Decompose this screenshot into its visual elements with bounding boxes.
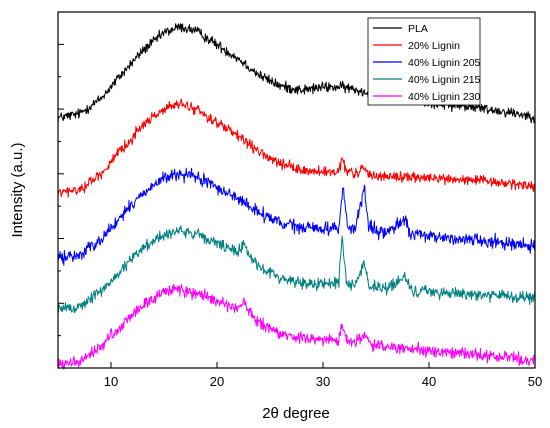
- legend-label: 40% Lignin 205: [408, 57, 481, 69]
- legend-label: 40% Lignin 215: [408, 74, 481, 86]
- legend-label: PLA: [408, 23, 428, 35]
- series-line: [57, 283, 536, 370]
- x-tick-label: 20: [210, 374, 224, 389]
- x-axis-label: 2θ degree: [262, 405, 330, 422]
- x-tick-label: 30: [316, 374, 330, 389]
- x-tick-label: 40: [422, 374, 436, 389]
- x-tick-label: 50: [528, 374, 542, 389]
- legend-label: 20% Lignin: [408, 40, 460, 52]
- x-tick-label: 10: [104, 374, 118, 389]
- plot-frame: [57, 11, 536, 369]
- axes: 10 20 30 40 50: [57, 11, 542, 389]
- y-axis-label: Intensity (a.u.): [9, 142, 26, 237]
- legend: PLA 20% Lignin 40% Lignin 205 40% Lignin 21…: [367, 17, 481, 106]
- series-line: [57, 167, 536, 266]
- series-line: [57, 98, 536, 198]
- series-line: [57, 225, 536, 314]
- legend-label: 40% Lignin 230: [408, 91, 481, 103]
